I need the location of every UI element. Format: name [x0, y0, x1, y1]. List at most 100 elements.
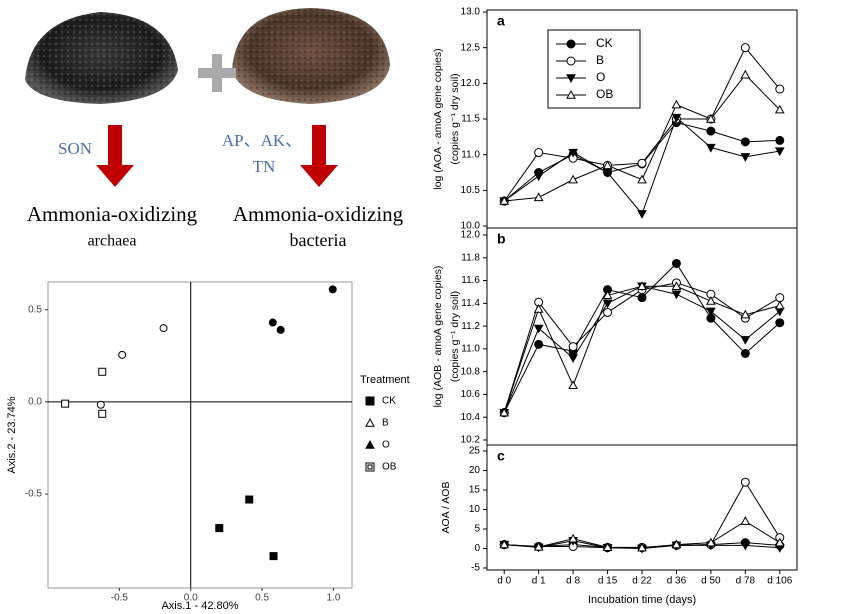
y-tick-label: 11.0 — [461, 149, 480, 160]
marker — [118, 350, 127, 359]
label: bacteria — [290, 230, 347, 250]
series-line — [503, 285, 780, 413]
marker — [98, 367, 107, 376]
marker — [637, 293, 647, 303]
marker — [328, 285, 337, 294]
marker — [566, 56, 576, 66]
marker — [534, 339, 544, 349]
x-axis-title: Incubation time (days) — [588, 594, 696, 606]
legend-label: B — [596, 53, 604, 67]
marker — [671, 99, 682, 109]
y-tick-label: 11.2 — [461, 321, 480, 332]
y-tick-label: 13.0 — [461, 7, 481, 18]
marker — [740, 516, 751, 525]
legend-label: O — [596, 70, 605, 84]
x-tick-label: d 15 — [598, 576, 618, 587]
marker — [740, 137, 750, 147]
label: TN — [253, 157, 276, 176]
marker — [159, 324, 168, 333]
x-tick-label: d 1 — [532, 576, 546, 587]
label: archaea — [88, 233, 137, 250]
marker — [706, 537, 716, 547]
y-tick-label: 10.0 — [461, 221, 481, 232]
marker — [568, 354, 578, 364]
marker — [740, 477, 750, 487]
legend-label: B — [382, 418, 389, 429]
marker — [671, 113, 682, 123]
y-tick-label: 10.2 — [461, 435, 481, 446]
x-tick-label: 0.5 — [255, 593, 269, 604]
marker — [533, 541, 544, 551]
x-tick-label: d 106 — [767, 576, 792, 587]
y-tick-label: 12.5 — [461, 42, 481, 53]
marker — [98, 409, 107, 418]
marker — [96, 400, 105, 409]
marker — [740, 153, 751, 162]
y-axis-title: log (AOB - amoA gene copies) — [432, 266, 444, 408]
marker — [637, 158, 647, 168]
series-line — [503, 285, 781, 413]
marker — [774, 147, 785, 157]
marker — [602, 290, 613, 300]
marker — [706, 143, 716, 153]
marker — [568, 342, 578, 352]
marker — [245, 495, 254, 504]
legend-label: OB — [382, 462, 397, 473]
marker — [566, 89, 576, 99]
legend-label: CK — [596, 36, 613, 50]
panel-frame — [486, 227, 798, 446]
marker — [775, 293, 785, 303]
x-tick-label: 0.0 — [184, 593, 198, 604]
y-axis-title: Axis.2 - 23.74% — [6, 396, 18, 473]
marker — [602, 160, 613, 170]
marker — [740, 348, 750, 358]
marker — [637, 174, 647, 184]
y-tick-label: 20 — [469, 465, 481, 476]
marker — [499, 407, 510, 417]
marker — [566, 39, 576, 49]
marker — [775, 135, 785, 145]
marker — [499, 539, 510, 549]
marker — [365, 396, 375, 406]
marker — [774, 104, 785, 114]
y-tick-label: 0.0 — [28, 396, 42, 407]
y-tick-label: 10.6 — [461, 389, 481, 400]
marker — [774, 300, 785, 310]
red-arrow — [300, 125, 338, 187]
legend-label: CK — [382, 396, 396, 407]
y-tick-label: 11.4 — [461, 298, 480, 309]
marker — [637, 542, 647, 552]
legend-title: Treatment — [360, 374, 410, 386]
series-line — [503, 282, 781, 413]
y-tick-label: 25 — [469, 446, 481, 457]
marker-inner — [367, 464, 373, 470]
marker — [568, 148, 578, 158]
x-tick-label: d 8 — [566, 576, 580, 587]
marker — [603, 307, 613, 317]
marker — [740, 336, 751, 345]
marker — [365, 439, 375, 449]
marker — [671, 539, 682, 549]
marker — [568, 380, 578, 390]
panel-label: b — [497, 231, 506, 247]
marker — [602, 542, 613, 552]
marker — [671, 290, 682, 300]
x-axis-title: Axis.1 - 42.80% — [161, 600, 238, 612]
label: SON — [58, 139, 92, 158]
marker — [269, 552, 278, 561]
marker — [276, 325, 285, 334]
y-tick-label: -5 — [471, 563, 480, 574]
marker — [671, 258, 681, 268]
y-tick-label: 12.0 — [461, 230, 481, 241]
y-axis-title: log (AOA - amoA gene copies) — [432, 48, 444, 189]
marker — [533, 172, 544, 182]
legend-label: O — [382, 440, 390, 451]
y-axis-title: (copies g⁻¹ dry soil) — [449, 291, 461, 382]
x-tick-label: -0.5 — [111, 593, 129, 604]
marker — [568, 533, 578, 543]
marker — [365, 417, 375, 427]
marker — [268, 318, 277, 327]
marker — [775, 84, 785, 94]
panel-frame — [486, 9, 798, 229]
